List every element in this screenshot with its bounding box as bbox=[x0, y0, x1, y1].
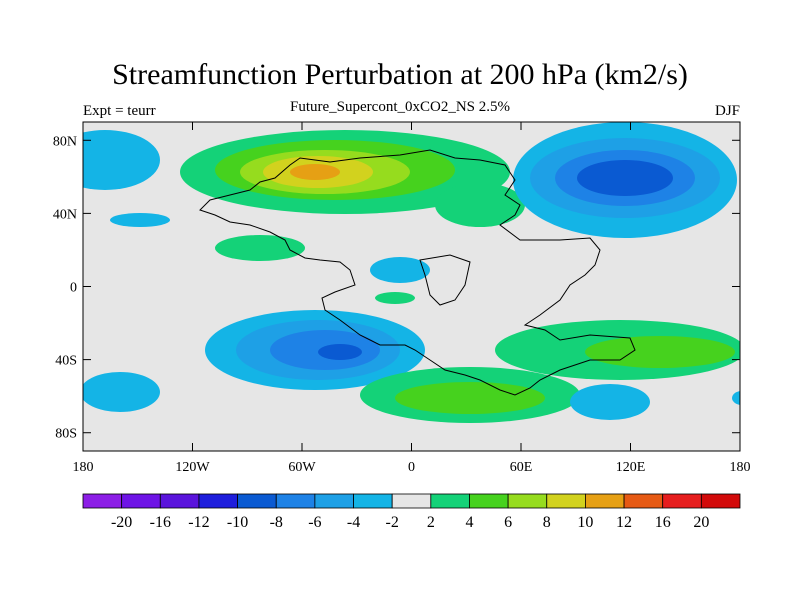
trough-south-atlantic bbox=[205, 310, 425, 390]
colorbar-label: -16 bbox=[150, 514, 171, 531]
colorbar-swatch bbox=[585, 493, 625, 509]
trough-nw-pacific bbox=[83, 130, 160, 190]
map-plot-area bbox=[83, 122, 740, 451]
x-axis: 180 120W 60W 0 60E 120E 180 bbox=[73, 122, 751, 475]
trough-south-pacific bbox=[83, 372, 160, 412]
colorbar-swatch bbox=[546, 493, 586, 509]
ridge-small-midlat bbox=[215, 235, 305, 261]
colorbar-label: -6 bbox=[308, 514, 321, 531]
colorbar-swatch bbox=[159, 493, 200, 509]
ridge-south-indian bbox=[360, 320, 740, 423]
continent-outline bbox=[199, 149, 636, 396]
season-label: DJF bbox=[714, 103, 740, 119]
colorbar-label: 12 bbox=[616, 514, 632, 531]
colorbar-swatch bbox=[700, 493, 741, 509]
colorbar-label: 16 bbox=[655, 514, 671, 531]
ridge-extension-east bbox=[435, 183, 525, 227]
colorbar-label: 10 bbox=[577, 514, 593, 531]
y-tick-label: 80N bbox=[53, 134, 77, 149]
y-tick-label: 80S bbox=[55, 427, 77, 442]
colorbar: -20 -16 -12 -10 -8 -6 -4 -2 2 4 6 8 10 12 16 20 bbox=[82, 493, 741, 531]
case-subtitle: Future_Supercont_0xCO2_NS 2.5% bbox=[290, 99, 510, 115]
colorbar-swatch bbox=[391, 493, 432, 509]
x-tick-label: 120W bbox=[175, 460, 210, 475]
colorbar-label: 2 bbox=[427, 514, 435, 531]
colorbar-swatch bbox=[198, 493, 238, 509]
colorbar-swatch bbox=[237, 493, 277, 509]
chart-title: Streamfunction Perturbation at 200 hPa (… bbox=[112, 58, 688, 91]
x-tick-label: 180 bbox=[730, 460, 751, 475]
colorbar-label: -20 bbox=[111, 514, 132, 531]
trough-edge-east bbox=[732, 391, 740, 405]
y-tick-label: 40S bbox=[55, 354, 77, 369]
colorbar-label: -12 bbox=[188, 514, 209, 531]
colorbar-swatch bbox=[469, 493, 509, 509]
colorbar-label: 20 bbox=[693, 514, 709, 531]
colorbar-swatch bbox=[662, 493, 702, 509]
colorbar-swatch bbox=[623, 493, 664, 509]
colorbar-swatch bbox=[121, 493, 161, 509]
x-tick-label: 60E bbox=[510, 460, 533, 475]
colorbar-label: -8 bbox=[270, 514, 283, 531]
colorbar-label: 6 bbox=[504, 514, 512, 531]
trough-siberia bbox=[513, 122, 737, 238]
colorbar-label: 4 bbox=[465, 514, 473, 531]
colorbar-swatch bbox=[82, 493, 123, 509]
x-tick-label: 120E bbox=[616, 460, 646, 475]
trough-south-indian bbox=[570, 384, 650, 420]
y-axis: 80N 40N 0 40S 80S bbox=[53, 134, 740, 442]
y-tick-label: 40N bbox=[53, 207, 77, 222]
colorbar-swatch bbox=[275, 493, 316, 509]
inner-sea-outline bbox=[419, 254, 471, 306]
trough-small-pacific bbox=[110, 213, 170, 227]
x-tick-label: 0 bbox=[408, 460, 415, 475]
experiment-label: Expt = teurr bbox=[83, 103, 156, 119]
colorbar-label: 8 bbox=[543, 514, 551, 531]
colorbar-swatch bbox=[353, 493, 393, 509]
trough-equatorial bbox=[370, 257, 430, 283]
x-tick-label: 60W bbox=[288, 460, 316, 475]
x-tick-label: 180 bbox=[73, 460, 94, 475]
ridge-equatorial bbox=[375, 292, 415, 304]
colorbar-swatch bbox=[507, 493, 548, 509]
colorbar-label: -2 bbox=[386, 514, 399, 531]
y-tick-label: 0 bbox=[70, 281, 77, 296]
colorbar-label: -10 bbox=[227, 514, 248, 531]
colorbar-swatch bbox=[430, 493, 470, 509]
colorbar-swatch bbox=[314, 493, 354, 509]
colorbar-label: -4 bbox=[347, 514, 360, 531]
